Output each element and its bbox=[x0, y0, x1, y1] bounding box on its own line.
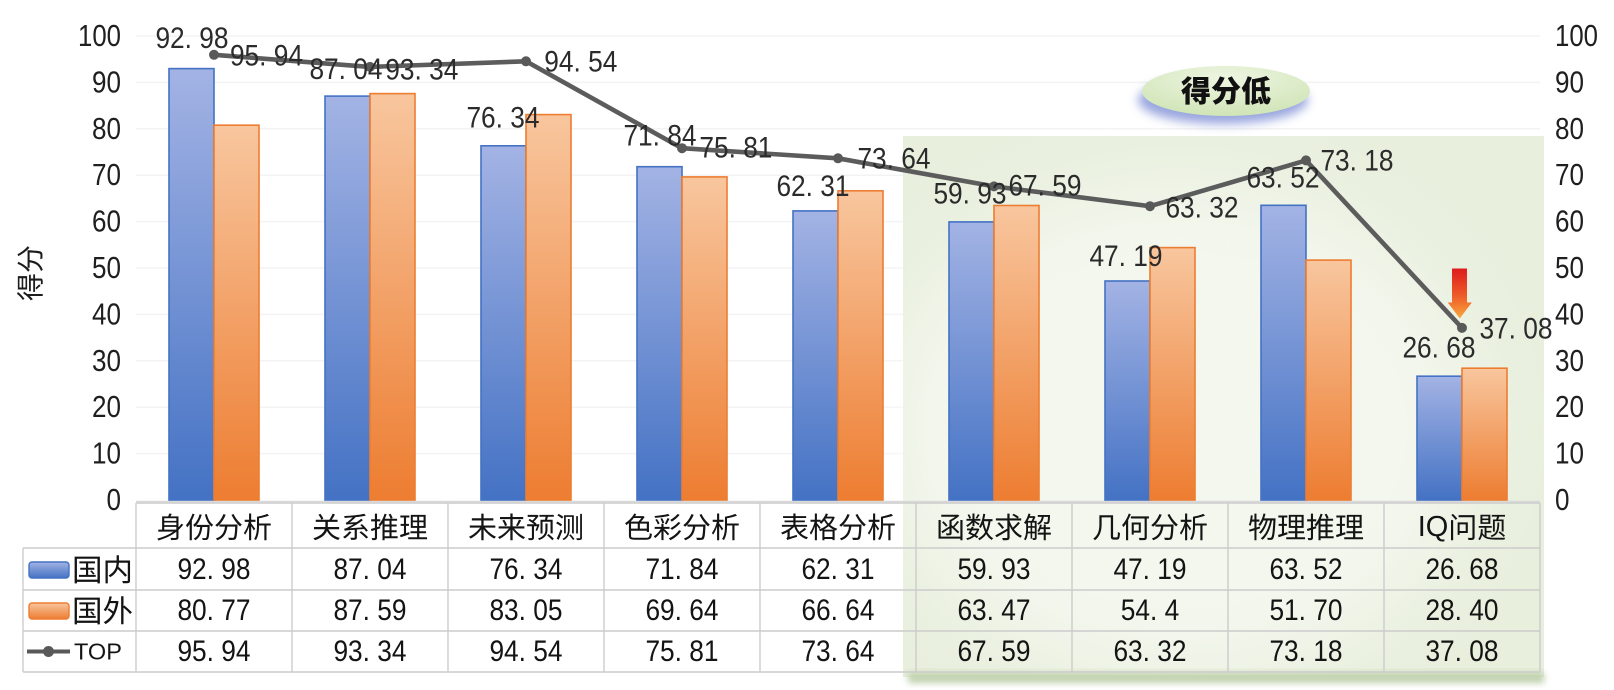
svg-text:63. 52: 63. 52 bbox=[1269, 553, 1342, 586]
svg-text:87. 04: 87. 04 bbox=[333, 553, 406, 586]
svg-text:66. 64: 66. 64 bbox=[801, 594, 874, 627]
svg-text:62. 31: 62. 31 bbox=[776, 170, 849, 203]
svg-text:94. 54: 94. 54 bbox=[489, 635, 562, 668]
svg-text:47. 19: 47. 19 bbox=[1113, 553, 1186, 586]
svg-text:20: 20 bbox=[92, 390, 121, 424]
svg-text:47. 19: 47. 19 bbox=[1089, 240, 1162, 273]
svg-text:70: 70 bbox=[92, 158, 121, 192]
svg-text:80. 77: 80. 77 bbox=[177, 594, 250, 627]
svg-text:87. 04: 87. 04 bbox=[309, 53, 382, 86]
svg-text:70: 70 bbox=[1555, 158, 1584, 192]
svg-text:95. 94: 95. 94 bbox=[177, 635, 250, 668]
svg-text:30: 30 bbox=[92, 344, 121, 378]
svg-text:54. 4: 54. 4 bbox=[1121, 594, 1180, 627]
svg-text:100: 100 bbox=[1555, 19, 1598, 53]
svg-text:75. 81: 75. 81 bbox=[645, 635, 718, 668]
svg-text:10: 10 bbox=[92, 437, 121, 471]
svg-text:80: 80 bbox=[1555, 112, 1584, 146]
svg-text:59. 93: 59. 93 bbox=[933, 178, 1006, 211]
svg-text:26. 68: 26. 68 bbox=[1402, 332, 1475, 365]
svg-text:30: 30 bbox=[1555, 344, 1584, 378]
svg-text:100: 100 bbox=[78, 19, 121, 53]
svg-text:90: 90 bbox=[92, 65, 121, 99]
svg-text:83. 05: 83. 05 bbox=[489, 594, 562, 627]
svg-text:40: 40 bbox=[1555, 297, 1584, 331]
svg-text:76. 34: 76. 34 bbox=[489, 553, 562, 586]
svg-text:93. 34: 93. 34 bbox=[385, 54, 458, 87]
svg-text:73. 64: 73. 64 bbox=[801, 635, 874, 668]
svg-text:63. 52: 63. 52 bbox=[1246, 162, 1319, 195]
svg-text:TOP: TOP bbox=[74, 639, 122, 665]
svg-text:95. 94: 95. 94 bbox=[230, 40, 303, 73]
svg-text:60: 60 bbox=[1555, 205, 1584, 239]
svg-text:80: 80 bbox=[92, 112, 121, 146]
svg-text:37. 08: 37. 08 bbox=[1479, 312, 1552, 345]
svg-text:28. 40: 28. 40 bbox=[1425, 594, 1498, 627]
svg-text:IQ: IQ bbox=[1418, 511, 1449, 543]
svg-text:10: 10 bbox=[1555, 437, 1584, 471]
svg-text:75. 81: 75. 81 bbox=[699, 131, 772, 164]
svg-text:92. 98: 92. 98 bbox=[177, 553, 250, 586]
svg-text:93. 34: 93. 34 bbox=[333, 635, 406, 668]
svg-text:76. 34: 76. 34 bbox=[466, 102, 539, 135]
svg-text:51. 70: 51. 70 bbox=[1269, 594, 1342, 627]
svg-text:20: 20 bbox=[1555, 390, 1584, 424]
svg-text:50: 50 bbox=[1555, 251, 1584, 285]
svg-text:63. 32: 63. 32 bbox=[1113, 635, 1186, 668]
svg-text:63. 47: 63. 47 bbox=[957, 594, 1030, 627]
svg-text:0: 0 bbox=[1555, 483, 1570, 517]
svg-text:87. 59: 87. 59 bbox=[333, 594, 406, 627]
svg-text:0: 0 bbox=[107, 483, 122, 517]
svg-text:94. 54: 94. 54 bbox=[544, 46, 617, 79]
svg-text:40: 40 bbox=[92, 297, 121, 331]
svg-text:37. 08: 37. 08 bbox=[1425, 635, 1498, 668]
svg-text:67. 59: 67. 59 bbox=[1008, 170, 1081, 203]
svg-text:73. 18: 73. 18 bbox=[1269, 635, 1342, 668]
svg-text:71. 84: 71. 84 bbox=[623, 120, 696, 153]
svg-text:26. 68: 26. 68 bbox=[1425, 553, 1498, 586]
svg-text:73. 18: 73. 18 bbox=[1320, 145, 1393, 178]
svg-text:92. 98: 92. 98 bbox=[155, 22, 228, 55]
svg-text:67. 59: 67. 59 bbox=[957, 635, 1030, 668]
svg-text:59. 93: 59. 93 bbox=[957, 553, 1030, 586]
svg-text:71. 84: 71. 84 bbox=[645, 553, 718, 586]
svg-text:62. 31: 62. 31 bbox=[801, 553, 874, 586]
svg-text:50: 50 bbox=[92, 251, 121, 285]
svg-text:60: 60 bbox=[92, 205, 121, 239]
svg-text:73. 64: 73. 64 bbox=[857, 142, 930, 175]
svg-text:69. 64: 69. 64 bbox=[645, 594, 718, 627]
svg-text:90: 90 bbox=[1555, 65, 1584, 99]
svg-text:63. 32: 63. 32 bbox=[1165, 192, 1238, 225]
